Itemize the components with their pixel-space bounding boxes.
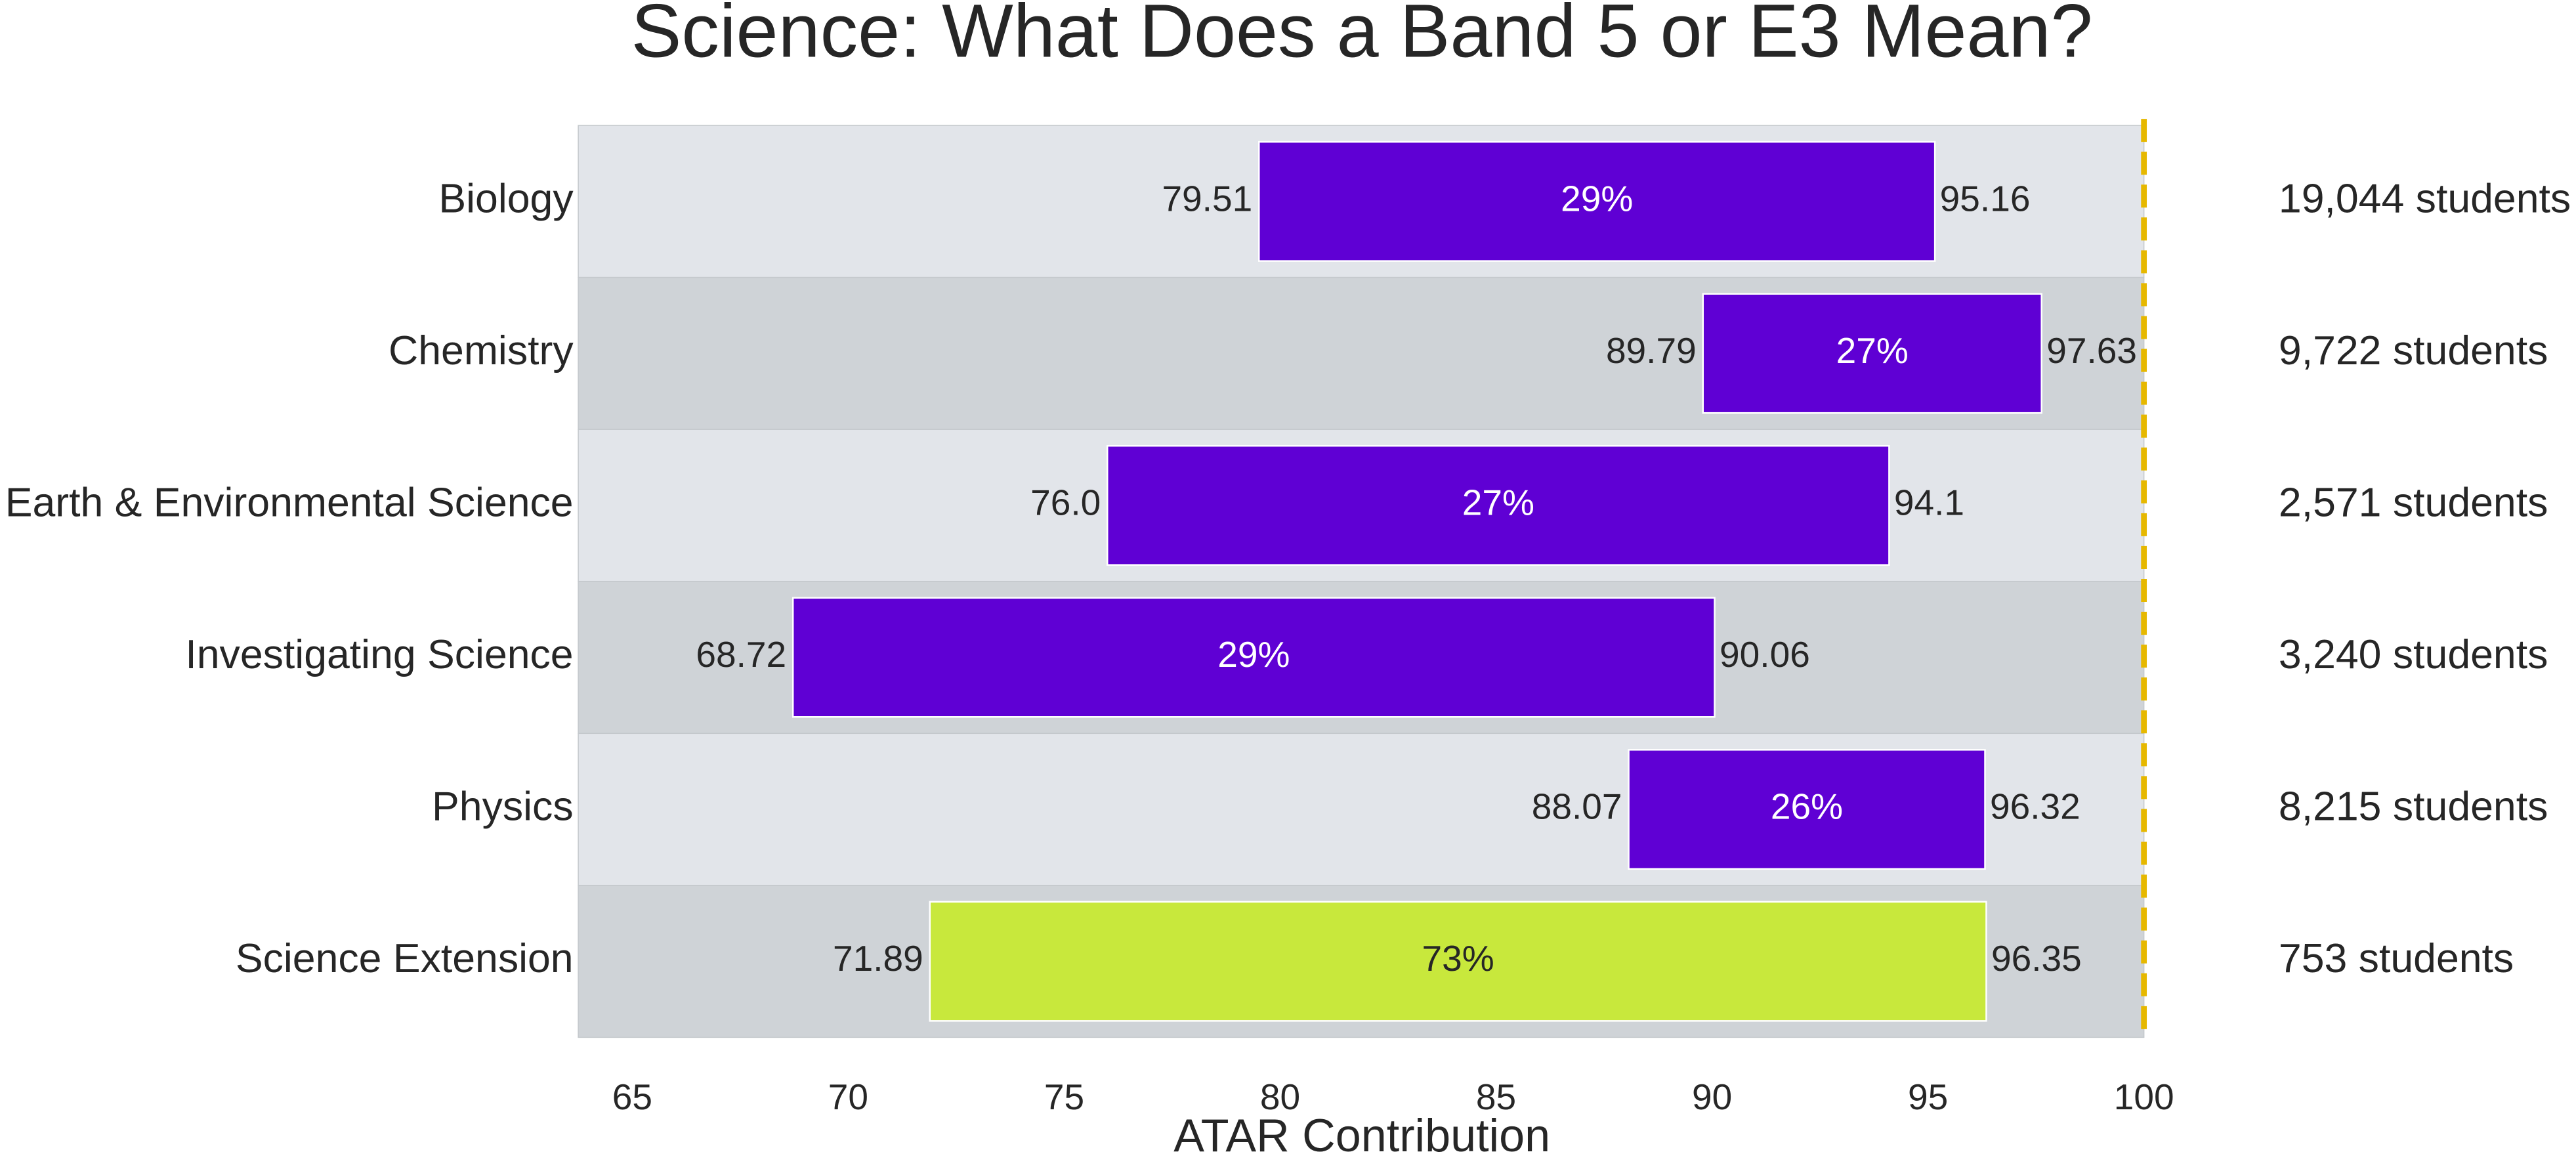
category-label: Science Extension — [236, 935, 574, 981]
x-tick-label: 90 — [1692, 1076, 1732, 1117]
students-label: 8,215 students — [2279, 784, 2548, 830]
high-label: 90.06 — [1720, 634, 1810, 675]
category-label: Biology — [438, 175, 574, 221]
students-label: 19,044 students — [2279, 175, 2571, 221]
range-bar — [929, 901, 1987, 1022]
range-bar — [1258, 140, 1936, 262]
x-axis-label: ATAR Contribution — [1173, 1110, 1550, 1161]
x-tick-label: 95 — [1908, 1076, 1948, 1117]
students-label: 2,571 students — [2279, 480, 2548, 526]
high-label: 95.16 — [1940, 178, 2031, 219]
range-bar — [1107, 444, 1890, 566]
category-label: Investigating Science — [185, 631, 573, 677]
low-label: 89.79 — [1606, 330, 1697, 371]
category-label: Physics — [432, 784, 574, 830]
students-label: 9,722 students — [2279, 328, 2548, 373]
low-label: 76.0 — [1030, 482, 1101, 523]
high-label: 96.32 — [1990, 786, 2080, 827]
students-label: 753 students — [2279, 935, 2514, 981]
category-label: Earth & Environmental Science — [5, 480, 574, 526]
share-label: 29% — [1561, 178, 1633, 219]
share-label: 27% — [1836, 330, 1909, 371]
range-bar — [1628, 749, 1986, 870]
category-label: Chemistry — [389, 328, 574, 373]
x-tick-label: 100 — [2114, 1076, 2174, 1117]
chart-title: Science: What Does a Band 5 or E3 Mean? — [631, 0, 2093, 73]
range-bar — [1702, 293, 2042, 414]
students-label: 3,240 students — [2279, 631, 2548, 677]
x-tick-label: 65 — [612, 1076, 652, 1117]
x-tick-label: 85 — [1476, 1076, 1516, 1117]
x-tick-label: 70 — [828, 1076, 868, 1117]
low-label: 68.72 — [696, 634, 786, 675]
high-label: 94.1 — [1894, 482, 1964, 523]
low-label: 71.89 — [833, 938, 923, 979]
high-label: 96.35 — [1991, 938, 2082, 979]
share-label: 27% — [1462, 482, 1534, 523]
x-tick-label: 80 — [1260, 1076, 1300, 1117]
low-label: 88.07 — [1532, 786, 1622, 827]
x-tick-label: 75 — [1044, 1076, 1084, 1117]
share-label: 26% — [1771, 786, 1843, 827]
high-label: 97.63 — [2046, 330, 2137, 371]
share-label: 29% — [1217, 634, 1290, 675]
share-label: 73% — [1422, 938, 1494, 979]
range-bar — [792, 597, 1716, 718]
low-label: 79.51 — [1162, 178, 1252, 219]
